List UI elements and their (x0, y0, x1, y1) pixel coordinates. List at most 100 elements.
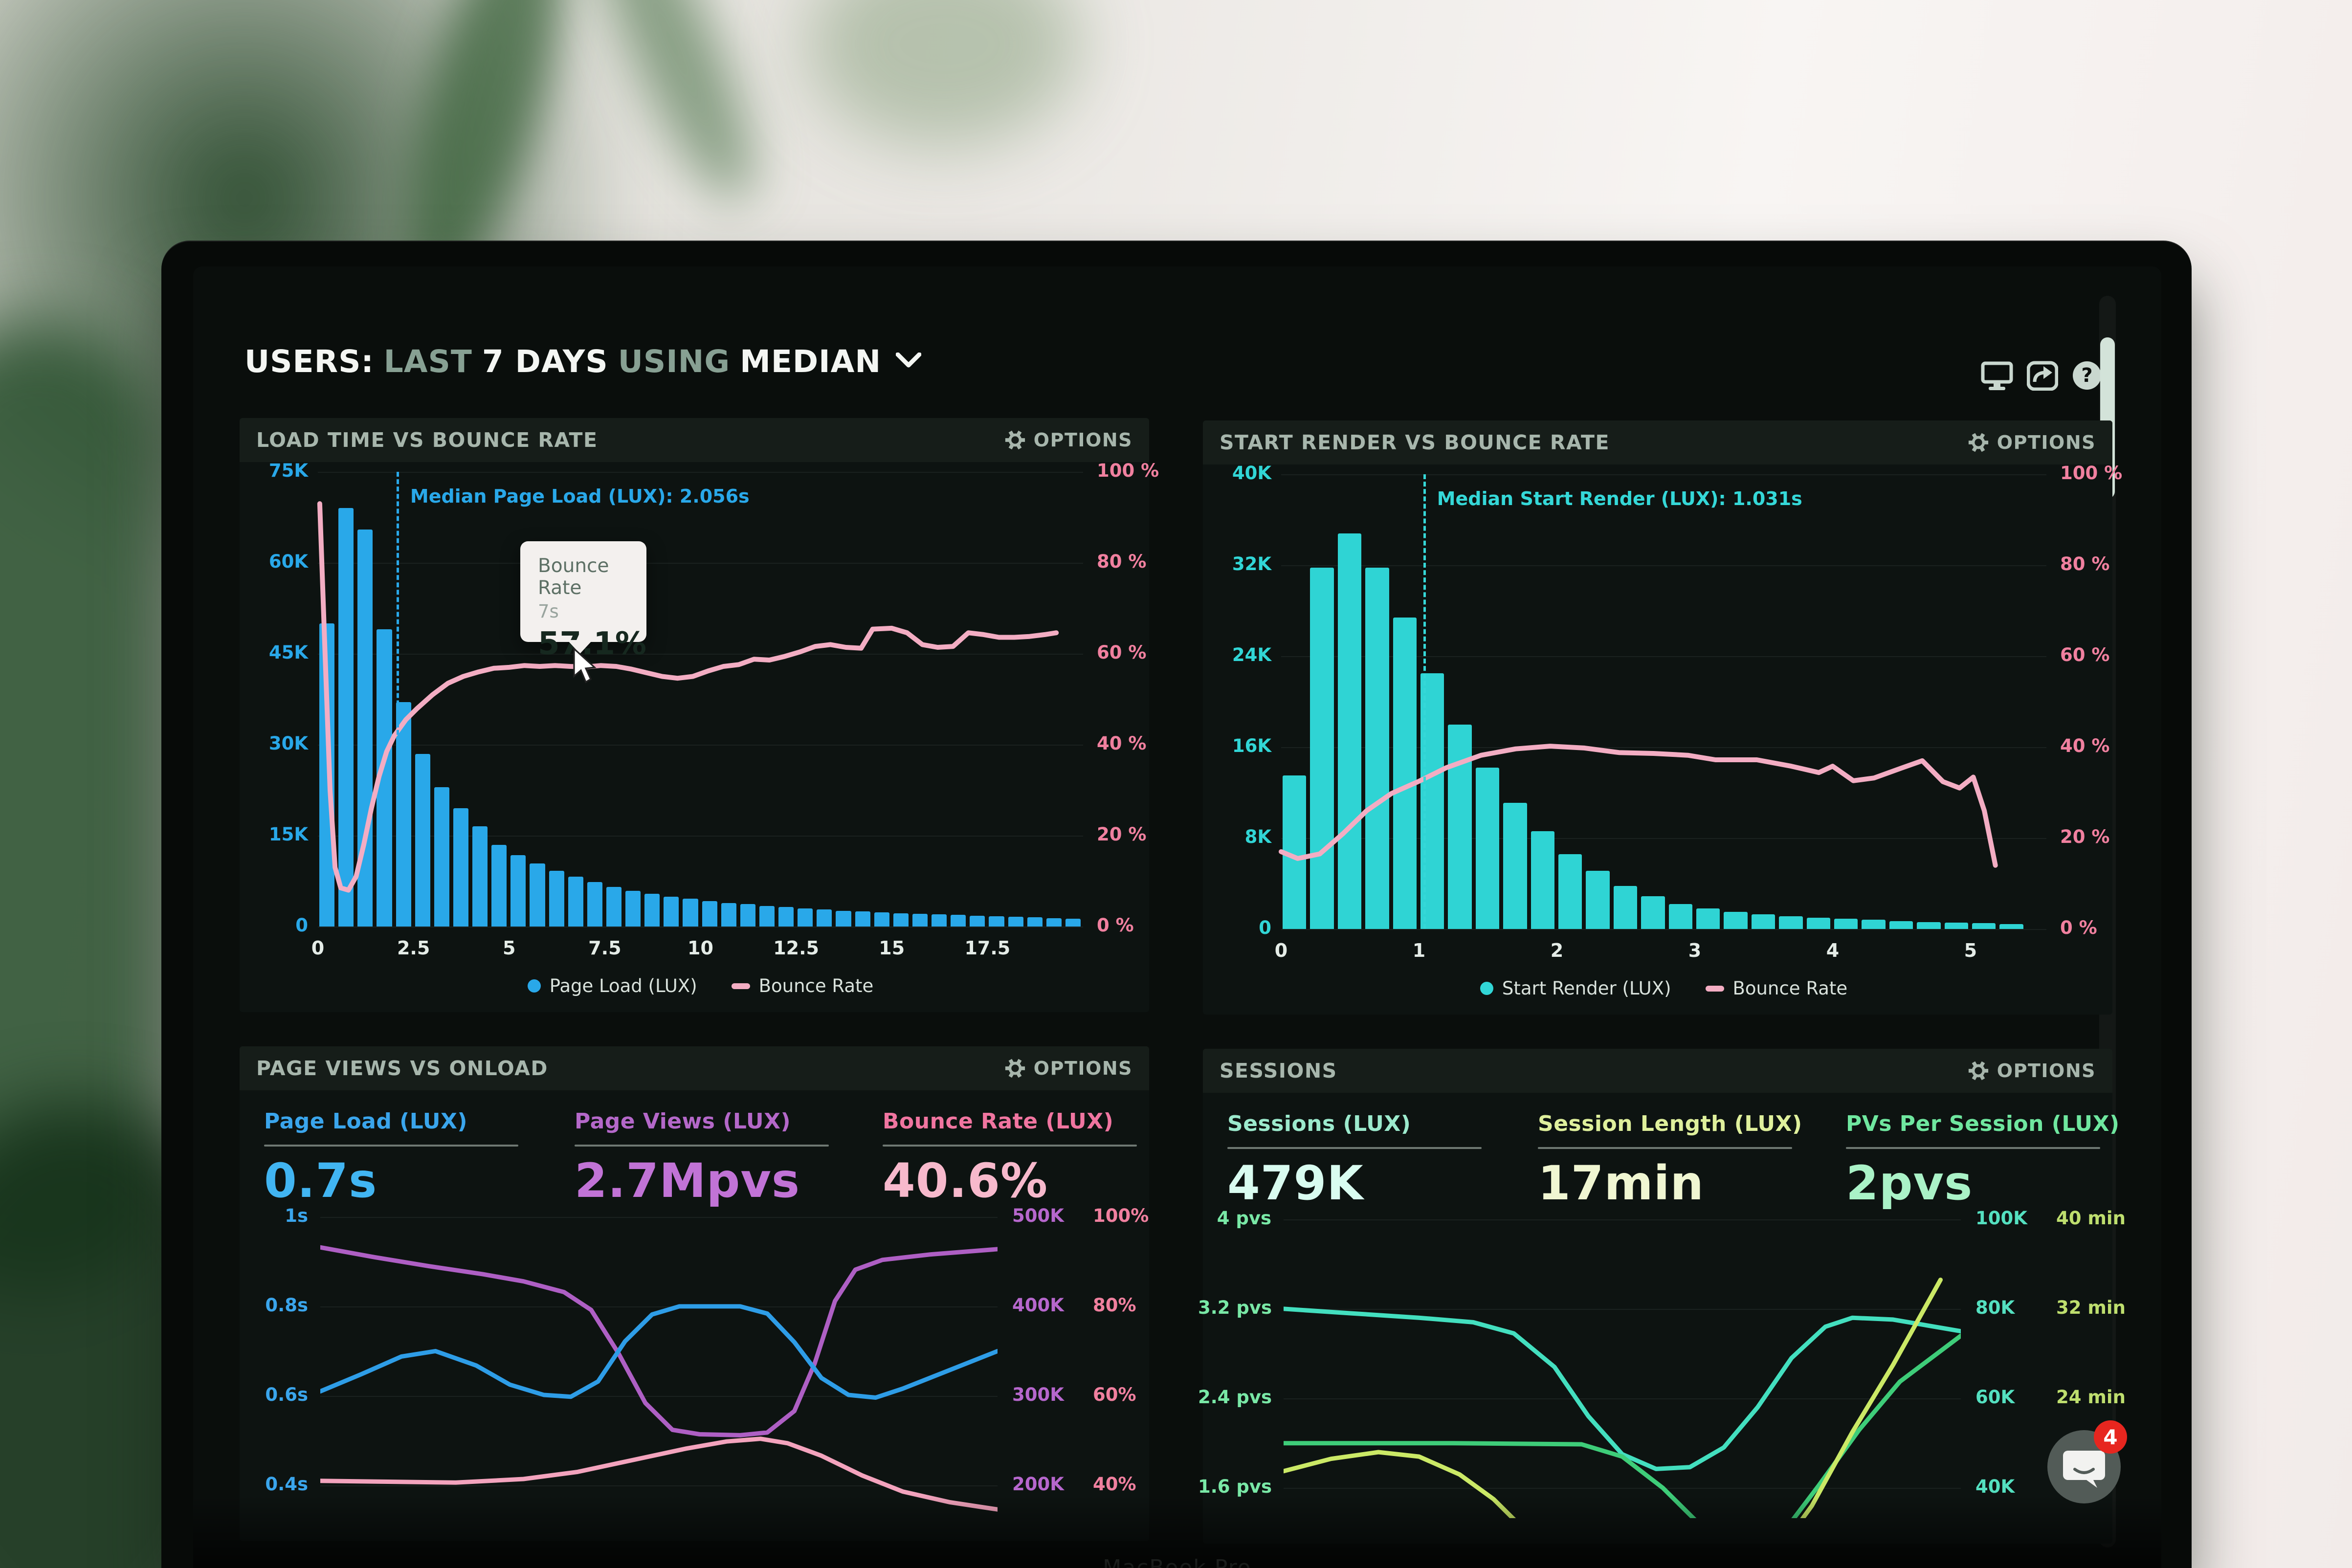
metric-value: 479K (1227, 1156, 1364, 1211)
histogram-bar[interactable] (759, 905, 775, 927)
histogram-bar[interactable] (989, 916, 1004, 927)
histogram-bar[interactable] (798, 908, 813, 927)
y-axis-right-label: 40 % (1097, 733, 1147, 754)
histogram-bar[interactable] (434, 787, 449, 927)
options-button[interactable]: OPTIONS (1004, 429, 1132, 451)
legend-label: Bounce Rate (1732, 978, 1848, 999)
histogram-bar[interactable] (1917, 922, 1941, 929)
histogram-bar[interactable] (702, 901, 717, 927)
y-axis-right-label: 20 % (1097, 824, 1147, 845)
histogram-bar[interactable] (549, 870, 564, 927)
help-icon[interactable]: ? (2072, 360, 2102, 391)
histogram-bar[interactable] (664, 897, 679, 927)
histogram-bar[interactable] (1503, 802, 1527, 929)
share-icon[interactable] (2027, 360, 2058, 391)
start-render-chart[interactable]: 40K 32K 24K 16K 8K 0 100 % 80 % 60 % 40 % 20 % 0 % M… (1203, 420, 2122, 1015)
histogram-bar[interactable] (644, 894, 660, 927)
histogram-bar[interactable] (491, 844, 507, 927)
histogram-bar[interactable] (855, 911, 870, 927)
histogram-bar[interactable] (338, 508, 354, 927)
histogram-bar[interactable] (625, 890, 641, 927)
histogram-bar[interactable] (1310, 567, 1334, 929)
median-line (396, 472, 399, 927)
plant-leaf-blur (807, 0, 1081, 147)
histogram-bar[interactable] (893, 913, 909, 927)
histogram-bar[interactable] (1751, 914, 1775, 929)
metric-underline (1538, 1147, 1792, 1149)
y-axis-left-label: 0.6s (265, 1384, 308, 1405)
options-label: OPTIONS (1997, 432, 2096, 453)
histogram-bar[interactable] (587, 882, 602, 927)
bounce-rate-line (317, 501, 1059, 893)
options-button[interactable]: OPTIONS (1968, 1060, 2096, 1082)
histogram-bar[interactable] (721, 903, 736, 927)
options-button[interactable]: OPTIONS (1004, 1058, 1132, 1079)
legend: Start Render (LUX) Bounce Rate (1281, 978, 2046, 999)
histogram-bar[interactable] (932, 914, 947, 927)
histogram-bar[interactable] (510, 855, 526, 927)
histogram-bar[interactable] (912, 913, 928, 927)
y-axis-right-label: 0 % (1097, 915, 1134, 936)
histogram-bar[interactable] (1668, 904, 1692, 929)
histogram-bar[interactable] (1008, 917, 1023, 927)
histogram-bar[interactable] (1696, 908, 1720, 929)
sessions-chart[interactable]: Sessions (LUX) 479K Session Length (LUX) 17… (1198, 1049, 2126, 1544)
y-axis-left-label: 8K (1244, 826, 1271, 847)
options-button[interactable]: OPTIONS (1968, 432, 2096, 453)
histogram-bar[interactable] (817, 909, 832, 927)
histogram-bar[interactable] (1999, 924, 2023, 929)
y-axis-left-label: 1.6 pvs (1198, 1476, 1272, 1497)
histogram-bar[interactable] (1586, 871, 1610, 929)
histogram-bar[interactable] (1641, 896, 1665, 929)
histogram-bar[interactable] (1944, 923, 1968, 929)
display-icon[interactable] (1981, 360, 2013, 391)
histogram-bar[interactable] (1862, 920, 1886, 929)
x-axis-label: 4 (1826, 940, 1840, 961)
gridline (1281, 838, 2046, 839)
y-axis-right-label: 0 % (2060, 917, 2097, 938)
histogram-bar[interactable] (1779, 916, 1803, 929)
histogram-bar[interactable] (453, 808, 468, 927)
histogram-bar[interactable] (836, 910, 851, 927)
histogram-bar[interactable] (1558, 854, 1582, 929)
page-views-chart[interactable]: Page Load (LUX) 0.7s Page Views (LUX) 2.7Mp… (240, 1046, 1149, 1541)
histogram-bar[interactable] (1365, 567, 1389, 929)
gridline (1284, 1488, 1961, 1489)
histogram-bar[interactable] (472, 826, 488, 927)
histogram-bar[interactable] (740, 904, 755, 927)
histogram-bar[interactable] (568, 877, 583, 927)
chat-widget-button[interactable]: 4 (2047, 1420, 2127, 1503)
histogram-bar[interactable] (1531, 831, 1554, 929)
histogram-bar[interactable] (683, 898, 698, 927)
gridline (1281, 656, 2046, 657)
histogram-bar[interactable] (1834, 919, 1858, 929)
metric-label: Page Load (LUX) (264, 1109, 468, 1134)
page-title-dropdown[interactable]: USERS: LAST 7 DAYS USING MEDIAN (244, 344, 922, 379)
histogram-bar[interactable] (1337, 533, 1362, 929)
histogram-bar[interactable] (874, 912, 889, 927)
load-time-chart[interactable]: 75K 60K 45K 30K 15K 0 100 % 80 % 60 % 40 % 20 % 0 %… (240, 418, 1159, 1012)
histogram-bar[interactable] (606, 887, 621, 927)
median-label: Median Page Load (LUX): 2.056s (410, 486, 750, 507)
histogram-bar[interactable] (1046, 918, 1062, 927)
legend-label: Page Load (LUX) (549, 975, 697, 996)
histogram-bar[interactable] (778, 907, 794, 927)
histogram-bar[interactable] (415, 753, 430, 927)
histogram-bar[interactable] (1065, 918, 1081, 927)
histogram-bar[interactable] (1027, 917, 1043, 927)
gridline (320, 1217, 998, 1218)
y-axis-right-label: 100 % (1097, 460, 1159, 481)
median-label: Median Start Render (LUX): 1.031s (1437, 488, 1802, 509)
histogram-bar[interactable] (1724, 912, 1748, 929)
histogram-bar[interactable] (1889, 921, 1913, 929)
histogram-bar[interactable] (1806, 917, 1830, 929)
histogram-bar[interactable] (1972, 923, 1996, 929)
histogram-bar[interactable] (1613, 885, 1638, 929)
histogram-bar[interactable] (1475, 767, 1500, 929)
histogram-bar[interactable] (951, 915, 966, 927)
histogram-bar[interactable] (970, 915, 985, 927)
y-axis-left-label: 1s (285, 1205, 308, 1226)
histogram-bar[interactable] (1393, 617, 1417, 929)
histogram-bar[interactable] (530, 863, 545, 927)
